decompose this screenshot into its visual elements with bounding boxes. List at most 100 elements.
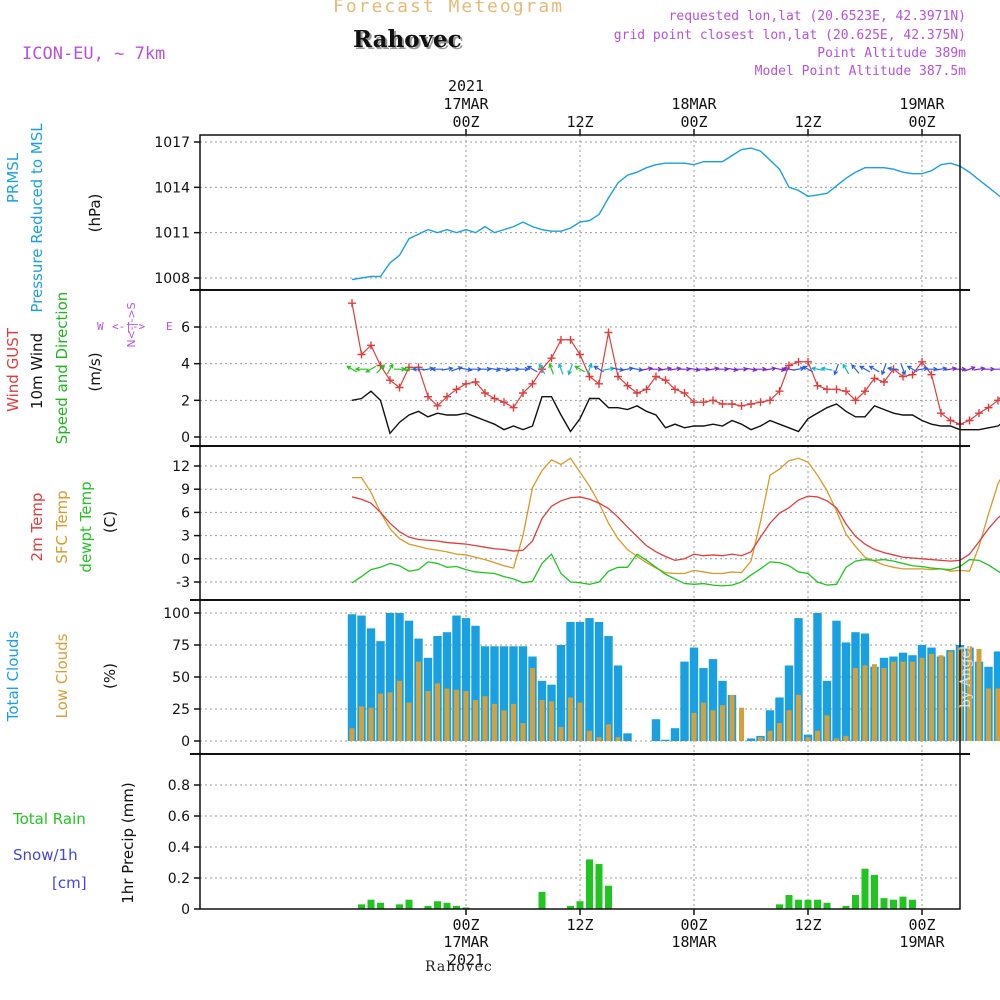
total-clouds-bar [385, 613, 395, 741]
low-clouds-bar [615, 737, 621, 741]
total-clouds-bar [480, 646, 490, 741]
temp-sfc-ylabel: SFC Temp [53, 490, 71, 563]
low-clouds-bar [710, 710, 716, 741]
wind-direction-arrow [460, 367, 473, 372]
bottom-x-tick-label: 00Z [680, 916, 707, 934]
wind-direction-arrow [964, 366, 976, 372]
bottom-x-tick-label: 12Z [794, 916, 821, 934]
wind-direction-arrow [376, 364, 386, 374]
low-clouds-bar [758, 737, 763, 741]
wind-direction-arrow [526, 365, 538, 373]
temp-2m-ylabel: 2m Temp [28, 493, 46, 562]
wind-gust-marker [680, 389, 689, 397]
bottom-date-label: 18MAR [671, 933, 717, 951]
requested-coords: requested lon,lat (20.6523E, 42.3971N) [668, 9, 966, 24]
low-clouds-bar [435, 683, 440, 741]
temp-unit-ylabel: (C) [101, 511, 119, 533]
wind-gust-marker [566, 335, 575, 344]
wind-direction-arrow [567, 363, 573, 376]
low-clouds-bar [587, 730, 592, 741]
low-clouds-bar [530, 668, 535, 741]
rain-bar [396, 904, 403, 909]
low-clouds-bar [824, 715, 830, 741]
wind-gust-marker [756, 398, 765, 407]
wind-gust-marker [870, 374, 879, 383]
total-clouds-bar [499, 646, 509, 741]
wind-direction-arrow [488, 367, 502, 372]
wind-gust-marker [794, 357, 803, 366]
rain-bar [567, 905, 574, 909]
wind-direction-arrow [926, 366, 939, 372]
wind-direction-arrow [868, 365, 880, 373]
wind-gust-marker [699, 398, 708, 407]
low-clouds-bar [729, 694, 735, 741]
low-clouds-bar [463, 691, 469, 741]
y-tick-label: 0.8 [168, 778, 190, 794]
snow-legend: Snow/1h [13, 846, 78, 864]
wind-gust-marker [842, 387, 850, 396]
low-clouds-bar [976, 648, 982, 741]
total-clouds-bar [376, 641, 385, 741]
wind-gust-marker [851, 396, 860, 405]
rain-bar [453, 905, 460, 909]
low-clouds-bar [539, 700, 545, 741]
total-clouds-bar [661, 739, 670, 741]
low-clouds-bar [986, 688, 991, 741]
low-clouds-bar [691, 712, 697, 741]
wind-gust-marker [861, 387, 869, 396]
wind-gust-marker [471, 378, 480, 386]
low-clouds-bar [900, 661, 906, 741]
total-clouds-bar [518, 646, 528, 741]
wind-unit-ylabel: (m/s) [86, 352, 104, 391]
wind-gust-marker [709, 396, 717, 405]
y-tick-label: 0 [181, 734, 190, 750]
temp-2m-line [351, 495, 1000, 562]
rain-bar [814, 899, 821, 909]
wind-gust-marker [737, 401, 746, 410]
rain-bar [880, 898, 888, 909]
wind-gust-marker [927, 370, 936, 379]
rain-bar [595, 864, 603, 909]
wind-direction-arrow [851, 363, 860, 374]
total-rain-legend: Total Rain [12, 810, 86, 828]
wind-gust-marker [937, 409, 945, 418]
wind-gust-marker [671, 385, 679, 394]
top-date-label: 17MAR [443, 95, 489, 113]
wind-direction-arrow [810, 366, 824, 372]
wind-direction-arrow [574, 365, 586, 373]
low-clouds-bar [872, 664, 877, 741]
low-clouds-bar [701, 702, 706, 741]
wind-direction-arrow [650, 366, 663, 372]
wind-direction-arrow [430, 366, 443, 372]
wind-direction-arrow [916, 366, 929, 372]
total-clouds-bar [509, 646, 518, 741]
y-tick-label: 0.4 [168, 840, 190, 856]
total-clouds-bar [613, 665, 623, 741]
top-x-tick-label: 00Z [680, 113, 707, 131]
wind-direction-arrow [842, 363, 850, 375]
total-clouds-bar [689, 647, 699, 741]
wind-gust-marker [443, 392, 451, 401]
total-clouds-bar [794, 618, 803, 741]
bottom-x-tick-label: 12Z [566, 916, 593, 934]
wind-gust-marker [766, 396, 774, 405]
wind-direction-arrow [441, 366, 454, 372]
wind-gust-marker [481, 389, 489, 397]
low-clouds-bar [948, 651, 953, 741]
total-clouds-bar [670, 728, 680, 741]
y-tick-label: 4 [181, 357, 190, 373]
forecast-label: Forecast Meteogram [333, 0, 565, 17]
low-clouds-bar [549, 701, 554, 741]
point-altitude: Point Altitude 389m [817, 46, 966, 61]
wind-gust-marker [424, 392, 432, 401]
wind-direction-arrow [538, 363, 546, 375]
top-year-label: 2021 [448, 77, 484, 95]
wind-direction-arrow [498, 367, 511, 372]
y-tick-label: 75 [172, 638, 190, 654]
top-date-label: 18MAR [671, 95, 717, 113]
rain-bar [785, 895, 793, 909]
wind-gust-marker [386, 376, 394, 385]
wind-gust-marker [519, 389, 527, 397]
low-clouds-bar [995, 688, 1000, 741]
